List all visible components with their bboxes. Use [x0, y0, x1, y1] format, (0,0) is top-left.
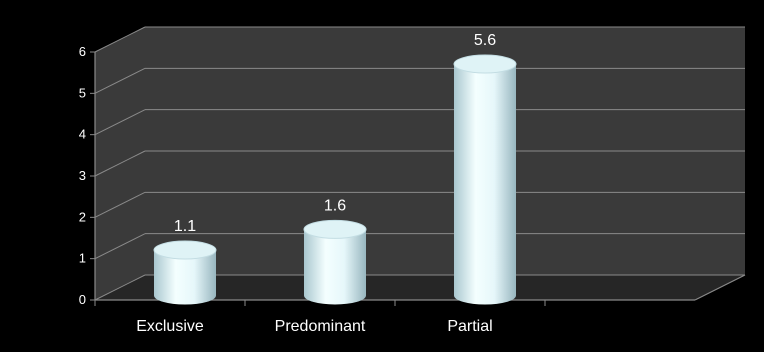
bar-top	[303, 219, 367, 239]
bar-exclusive	[153, 240, 217, 305]
bar-partial	[453, 54, 517, 305]
y-tick-label: 0	[79, 292, 86, 307]
bar-predominant	[303, 219, 367, 305]
data-label: 1.1	[174, 218, 196, 235]
bar-body	[304, 229, 366, 305]
data-label: 1.6	[324, 197, 346, 214]
y-tick-label: 2	[79, 209, 86, 224]
bar-body	[154, 250, 216, 305]
y-tick-label: 4	[79, 127, 86, 142]
gridlines	[94, 26, 745, 301]
data-label: 5.6	[474, 32, 496, 49]
bar-top	[453, 54, 517, 74]
bars	[153, 54, 517, 305]
gridline-side	[94, 67, 146, 94]
gridline-side	[94, 233, 146, 260]
x-tick-label: Predominant	[275, 318, 366, 335]
y-tick-label: 1	[79, 251, 86, 266]
gridline-side	[94, 109, 146, 136]
gridline-side	[94, 150, 146, 177]
y-tick-label: 3	[79, 168, 86, 183]
gridline-side	[94, 274, 146, 301]
gridline-side	[94, 26, 146, 53]
floor	[95, 275, 745, 300]
labels: 0 1 2 3 4 5 6 1.1 Exclusive 1.6 Predominant 5.6 Part…	[79, 32, 496, 335]
floor-edge	[694, 274, 746, 301]
gridline-side	[94, 191, 146, 218]
x-tick-label: Exclusive	[136, 318, 204, 335]
bar-top	[153, 240, 217, 260]
y-tick-label: 6	[79, 44, 86, 59]
y-tick-label: 5	[79, 85, 86, 100]
bar-body	[454, 64, 516, 305]
x-tick-label: Partial	[447, 318, 492, 335]
